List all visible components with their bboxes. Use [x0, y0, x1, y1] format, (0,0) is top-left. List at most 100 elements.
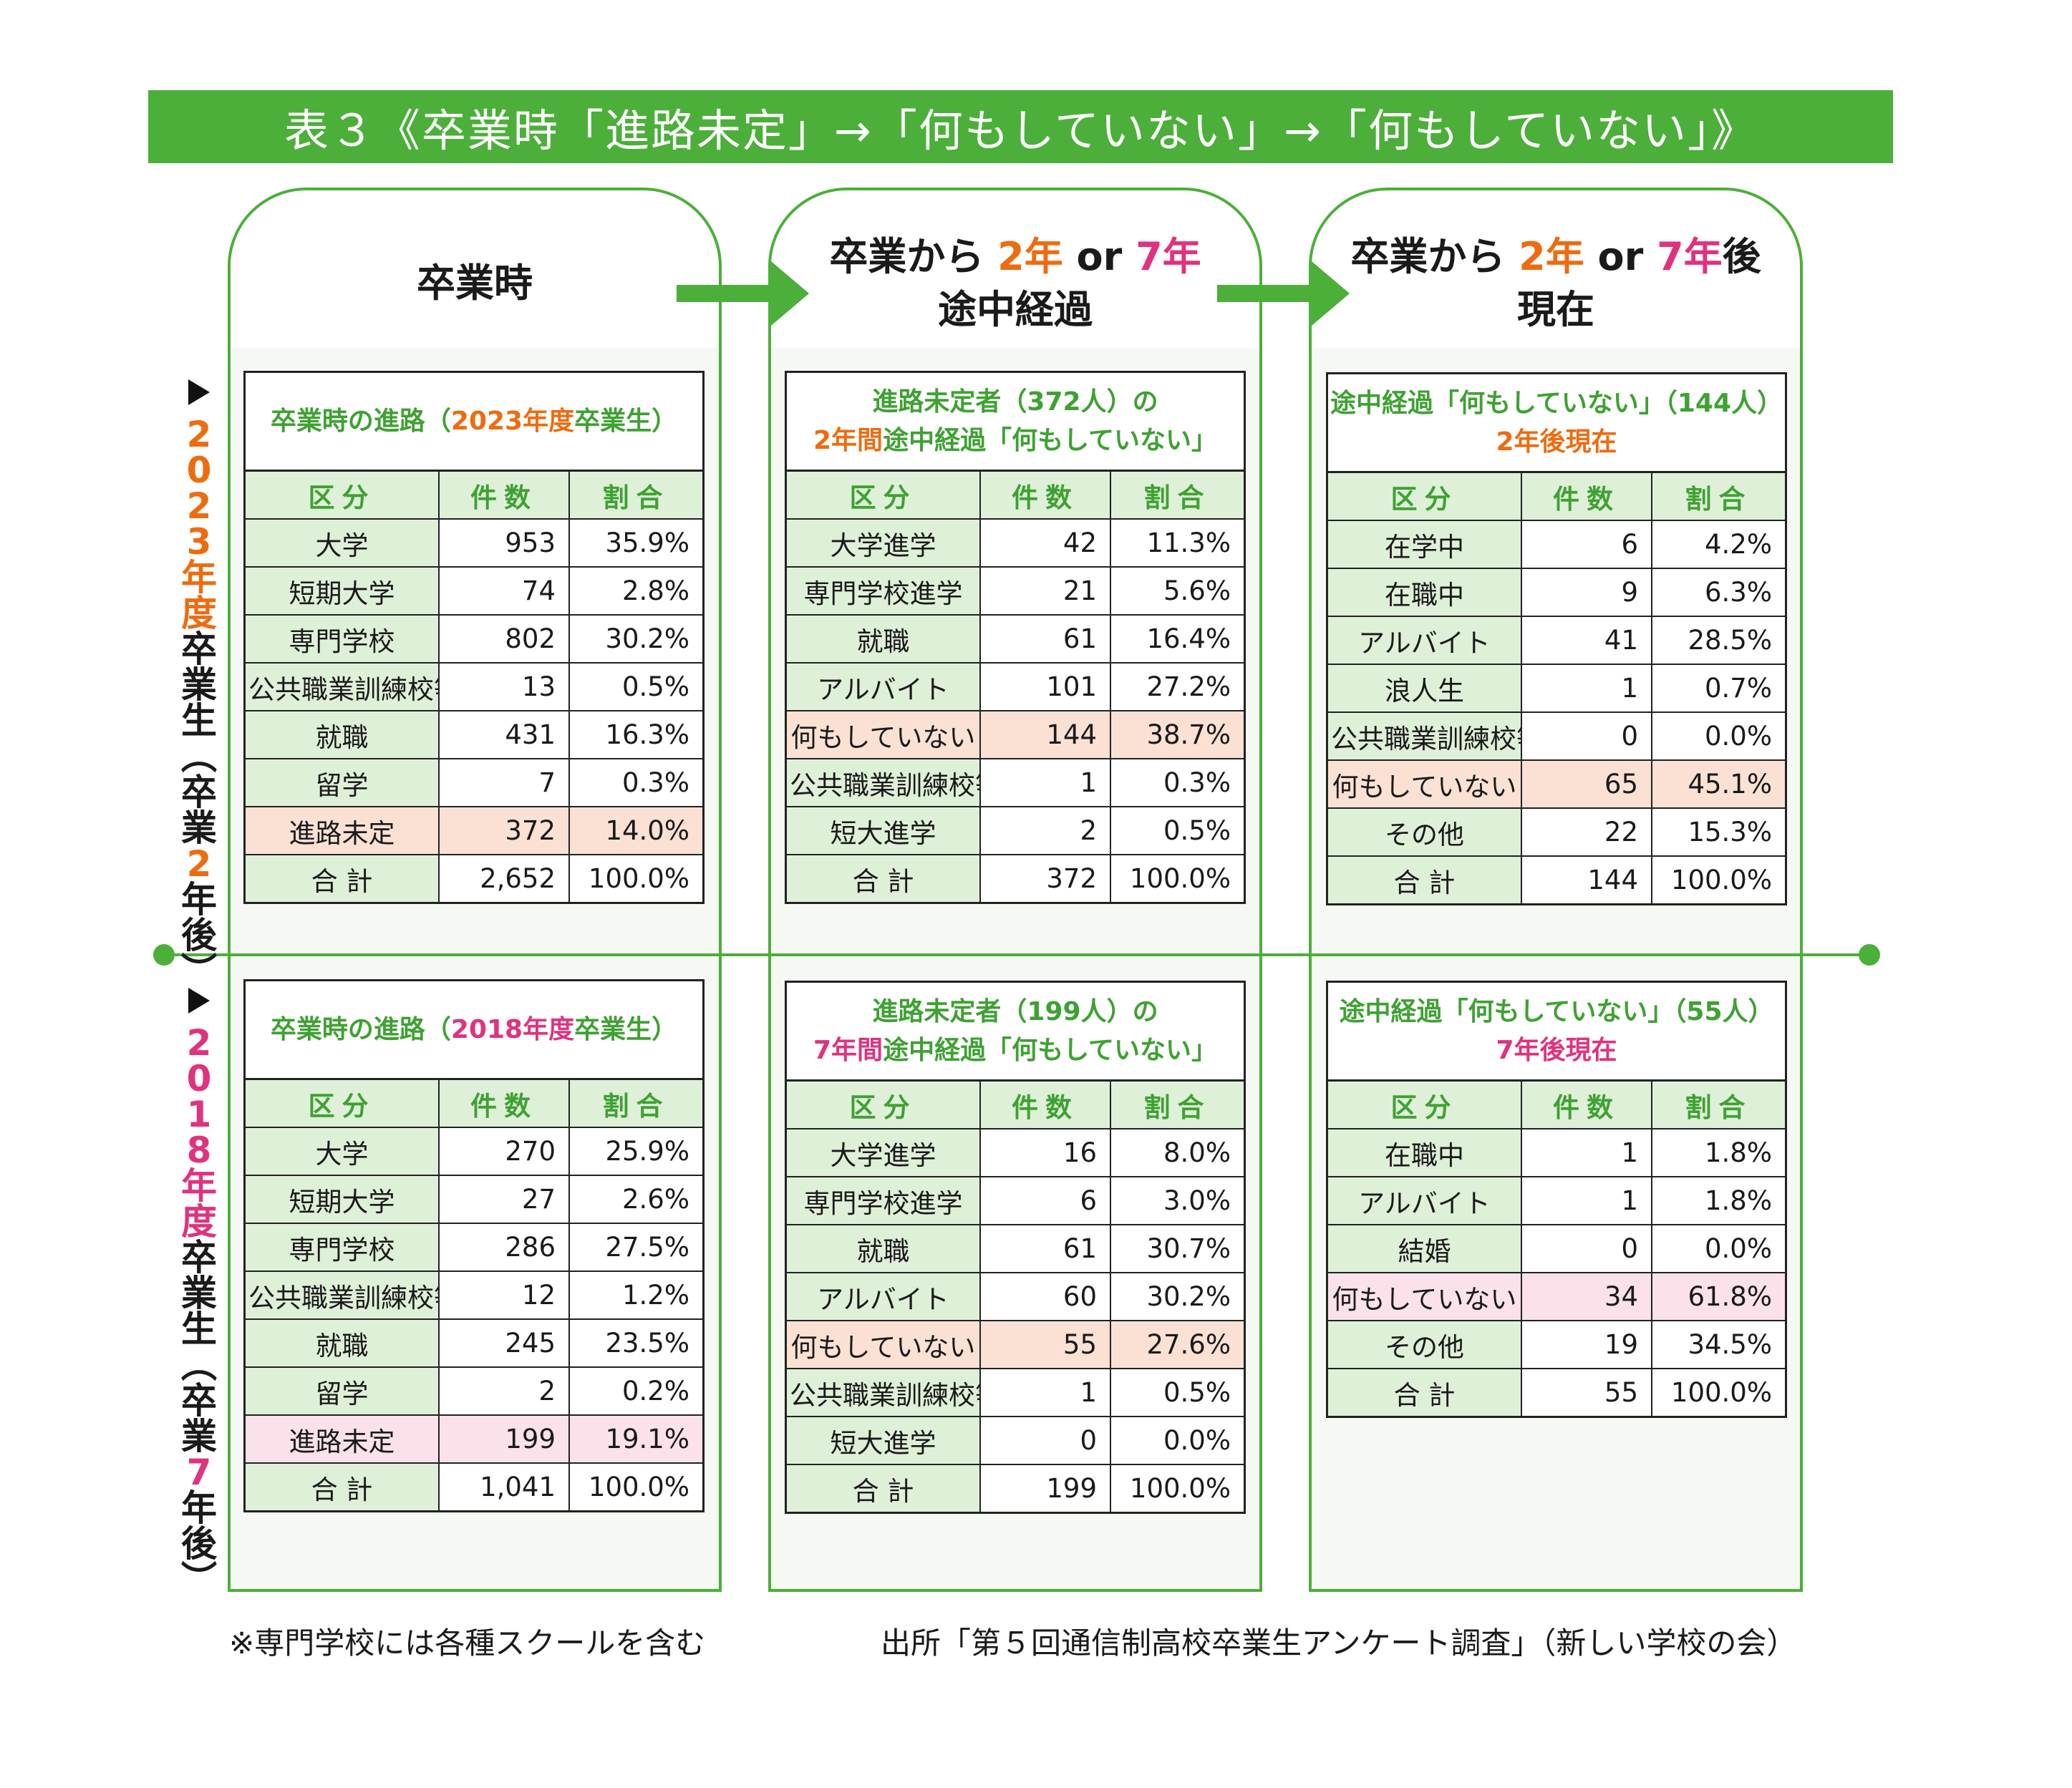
header-kensu: 件数 [438, 1080, 570, 1128]
row-label: 専門学校 [246, 614, 440, 664]
table-row: 短大進学 0 0.0% [787, 1416, 1244, 1465]
table-row: 留学 2 0.2% [246, 1366, 702, 1416]
table-row: 就職 61 30.7% [787, 1224, 1244, 1273]
table-row: 何もしていない 34 61.8% [1328, 1272, 1785, 1321]
row-count: 1 [1521, 1176, 1652, 1225]
row-count: 6 [979, 1176, 1111, 1225]
row-percent: 27.5% [568, 1223, 702, 1272]
row-percent: 25.9% [568, 1127, 702, 1176]
divider-line [163, 953, 1879, 956]
table-caption: 途中経過「何もしていない」（144人） 2年後現在 [1328, 374, 1785, 473]
table-row: 何もしていない 144 38.7% [787, 710, 1244, 759]
table-row: 公共職業訓練校等10.3% [787, 758, 1244, 807]
row-percent: 0.0% [1651, 711, 1785, 761]
row-percent: 34.5% [1651, 1320, 1785, 1369]
table-caption: 途中経過「何もしていない」（55人） 7年後現在 [1328, 983, 1785, 1082]
row-count: 74 [438, 566, 570, 616]
table-row: 短期大学 74 2.8% [246, 566, 702, 616]
table-2018-current: 途中経過「何もしていない」（55人） 7年後現在 区分 件数 割合 在職中 1 1.8% ア… [1326, 981, 1787, 1418]
table-row: アルバイト 101 27.2% [787, 662, 1244, 711]
side-label-2023: 2 0 2 3 年 度 卒 業 生 ︵ 卒 業 2 年 後 ︶ [178, 379, 221, 989]
row-percent: 0.0% [1651, 1224, 1785, 1273]
row-label: 大学 [246, 518, 440, 568]
row-percent: 16.4% [1110, 614, 1244, 664]
row-label: 公共職業訓練校等 [246, 1270, 440, 1320]
row-percent: 11.3% [1110, 518, 1244, 568]
row-count: 61 [979, 614, 1111, 664]
row-count: 953 [438, 518, 570, 568]
row-label: 結婚 [1328, 1224, 1522, 1273]
row-percent: 61.8% [1651, 1272, 1785, 1321]
data-table: 区分 件数 割合 在職中 1 1.8% アルバイト 1 1.8% 結婚 0 0.0% 何もしていない 34… [1328, 1082, 1785, 1416]
row-percent: 2.8% [568, 566, 702, 616]
side-label-2018: 2 0 1 8 年 度 卒 業 生 ︵ 卒 業 7 年 後 ︶ [178, 988, 221, 1598]
table-row: 就職 245 23.5% [246, 1318, 702, 1368]
table-row: 大学 953 35.9% [246, 518, 702, 568]
table-2023-graduation: 卒業時の進路（2023年度卒業生） 区分 件数 割合 大学 953 35.9% 短期大学 74… [243, 371, 705, 904]
row-count: 61 [979, 1224, 1111, 1273]
row-label: 公共職業訓練校等 [1328, 711, 1522, 761]
row-label: 合 計 [787, 854, 981, 902]
row-label: 専門学校進学 [787, 566, 981, 616]
table-row: 専門学校進学 21 5.6% [787, 566, 1244, 616]
row-label: 短大進学 [787, 806, 981, 855]
row-count: 55 [979, 1320, 1111, 1369]
row-label: 在職中 [1328, 568, 1522, 617]
right-arrow-icon [1217, 261, 1350, 326]
row-label: 公共職業訓練校等 [246, 662, 440, 711]
table-row: 何もしていない 55 27.6% [787, 1320, 1244, 1369]
row-percent: 1.8% [1651, 1128, 1785, 1177]
row-percent: 14.0% [568, 806, 702, 855]
row-percent: 1.8% [1651, 1176, 1785, 1225]
table-2018-midway: 進路未定者（199人）の 7年間途中経過「何もしていない」 区分 件数 割合 大学進学… [785, 981, 1246, 1514]
row-count: 19 [1521, 1320, 1652, 1369]
row-label: アルバイト [787, 662, 981, 711]
row-count: 2 [979, 806, 1111, 855]
table-title: 表３《卒業時「進路未定」→「何もしていない」→「何もしていない」》 [148, 90, 1893, 163]
table-row: 短期大学 27 2.6% [246, 1175, 702, 1224]
row-count: 6 [1521, 520, 1652, 569]
table-row: 合 計 55 100.0% [1328, 1368, 1785, 1416]
table-row: 大学進学 42 11.3% [787, 518, 1244, 568]
table-row: 在学中 6 4.2% [1328, 520, 1785, 569]
header-kubun: 区分 [246, 1080, 440, 1128]
table-row: 合 計 1,041 100.0% [246, 1462, 702, 1510]
row-percent: 0.5% [1110, 806, 1244, 855]
row-count: 0 [1521, 711, 1652, 761]
row-label: 就職 [787, 1224, 981, 1273]
table-row: 専門学校 802 30.2% [246, 614, 702, 664]
row-label: 何もしていない [1328, 759, 1522, 809]
row-label: アルバイト [1328, 616, 1522, 665]
table-header-row: 区分 件数 割合 [787, 1082, 1244, 1129]
row-percent: 100.0% [1110, 854, 1244, 902]
row-label: 合 計 [246, 854, 440, 902]
row-label: 短大進学 [787, 1416, 981, 1465]
row-percent: 1.2% [568, 1270, 702, 1320]
row-count: 2 [438, 1366, 570, 1416]
table-caption: 卒業時の進路（2018年度卒業生） [246, 981, 702, 1080]
table-row: 進路未定 199 19.1% [246, 1414, 702, 1464]
footnote-source: 出所「第５回通信制高校卒業生アンケート調査」（新しい学校の会） [881, 1626, 1797, 1661]
row-percent: 30.2% [568, 614, 702, 664]
row-count: 60 [979, 1272, 1111, 1321]
row-label: 留学 [246, 758, 440, 807]
table-row: 就職 431 16.3% [246, 710, 702, 759]
row-percent: 100.0% [1110, 1464, 1244, 1512]
header-kensu: 件数 [1521, 1082, 1652, 1129]
table-row: 公共職業訓練校等10.5% [787, 1368, 1244, 1417]
panel-heading: 卒業から 2年 or 7年後 現在 [1350, 234, 1761, 332]
row-label: 大学進学 [787, 518, 981, 568]
table-row: 専門学校 286 27.5% [246, 1223, 702, 1272]
header-kensu: 件数 [979, 472, 1111, 520]
row-count: 270 [438, 1127, 570, 1176]
row-label: 短期大学 [246, 1175, 440, 1224]
table-2018-graduation: 卒業時の進路（2018年度卒業生） 区分 件数 割合 大学 270 25.9% 短期大学 27… [243, 979, 705, 1512]
header-kubun: 区分 [1328, 1082, 1522, 1129]
table-caption: 卒業時の進路（2023年度卒業生） [246, 373, 702, 472]
row-count: 2,652 [438, 854, 570, 902]
row-label: 進路未定 [246, 806, 440, 855]
table-header-row: 区分 件数 割合 [1328, 1082, 1785, 1129]
row-count: 199 [438, 1414, 570, 1464]
row-count: 802 [438, 614, 570, 664]
header-kubun: 区分 [246, 472, 440, 520]
